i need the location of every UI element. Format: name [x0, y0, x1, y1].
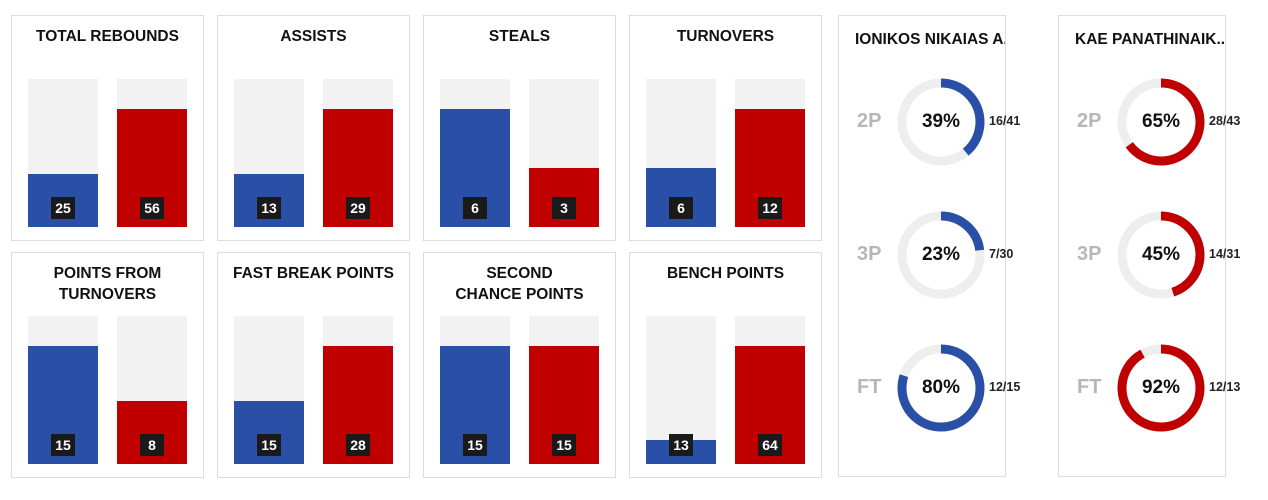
donut-ring [1117, 344, 1205, 432]
away-bar-track: 64 [735, 316, 805, 464]
stat-card: TOTAL REBOUNDS 25 56 [11, 15, 204, 241]
shooting-percentage: 45% [1141, 244, 1181, 265]
shooting-percentage: 92% [1141, 377, 1181, 398]
shot-type-label: 3P [857, 243, 882, 265]
away-bar-track: 29 [323, 79, 393, 227]
shooting-donut: 92% [1116, 343, 1206, 433]
shooting-percentage: 23% [921, 244, 961, 265]
made-attempted: 12/15 [989, 380, 1021, 394]
donut-arc [897, 211, 985, 299]
stat-card: POINTS FROM TURNOVERS 15 8 [11, 252, 204, 478]
shooting-donut: 23% [896, 210, 986, 300]
shot-type-label: 3P [1077, 243, 1102, 265]
away-bar-track: 12 [735, 79, 805, 227]
shooting-percentage: 39% [921, 111, 961, 132]
team-name: KAE PANATHINAIK... [1075, 31, 1225, 48]
bar-value-label: 28 [346, 434, 370, 456]
bar-value-label: 3 [552, 197, 576, 219]
home-bar-track: 6 [646, 79, 716, 227]
shot-type-label: 2P [857, 110, 882, 132]
stat-title: BENCH POINTS [666, 265, 785, 282]
donut-arc [897, 78, 985, 166]
shooting-percentage: 80% [921, 377, 961, 398]
bar-value-label: 56 [140, 197, 164, 219]
home-bar-track: 15 [28, 316, 98, 464]
stat-card: STEALS 6 3 [423, 15, 616, 241]
shot-type-label: 2P [1077, 110, 1102, 132]
shooting-donut: 39% [896, 77, 986, 167]
stat-card: SECOND CHANCE POINTS 15 15 [423, 252, 616, 478]
shot-type-label: FT [1077, 376, 1102, 398]
donut-arc [1117, 344, 1205, 432]
made-attempted: 28/43 [1209, 114, 1241, 128]
stat-card: TURNOVERS 6 12 [629, 15, 822, 241]
donut-ring [897, 344, 985, 432]
donut-ring [897, 78, 985, 166]
made-attempted: 12/13 [1209, 380, 1241, 394]
stat-title: TURNOVERS [676, 28, 775, 45]
bar-value-label: 15 [51, 434, 75, 456]
stat-title: TOTAL REBOUNDS [36, 28, 179, 45]
bar-value-label: 25 [51, 197, 75, 219]
made-attempted: 14/31 [1209, 247, 1241, 261]
away-bar-track: 3 [529, 79, 599, 227]
bar-value-label: 29 [346, 197, 370, 219]
shooting-percentage: 65% [1141, 111, 1181, 132]
bar-value-label: 6 [669, 197, 693, 219]
donut-ring [1117, 78, 1205, 166]
stat-card: FAST BREAK POINTS 15 28 [217, 252, 410, 478]
team-name: IONIKOS NIKAIAS A... [855, 31, 1005, 48]
away-bar-track: 28 [323, 316, 393, 464]
bar-value-label: 12 [758, 197, 782, 219]
stat-title: FAST BREAK POINTS [232, 265, 395, 282]
made-attempted: 16/41 [989, 114, 1021, 128]
stat-title: POINTS FROM TURNOVERS [53, 265, 162, 303]
shooting-donut: 45% [1116, 210, 1206, 300]
bar-value-label: 8 [140, 434, 164, 456]
home-bar-track: 6 [440, 79, 510, 227]
bar-value-label: 6 [463, 197, 487, 219]
bar-value-label: 15 [257, 434, 281, 456]
donut-arc [1117, 78, 1205, 166]
stat-title: STEALS [488, 28, 551, 45]
stat-card: ASSISTS 13 29 [217, 15, 410, 241]
bar-value-label: 64 [758, 434, 782, 456]
donut-ring [897, 211, 985, 299]
made-attempted: 7/30 [989, 247, 1014, 261]
away-bar-track: 15 [529, 316, 599, 464]
donut-arc [1117, 211, 1205, 299]
stat-title: ASSISTS [280, 28, 347, 45]
shooting-donut: 65% [1116, 77, 1206, 167]
donut-ring [1117, 211, 1205, 299]
bar-value-label: 13 [257, 197, 281, 219]
home-shooting-card: IONIKOS NIKAIAS A... 2P 39% 16/41 3P 23% 7/30 F… [838, 15, 1020, 477]
home-bar-track: 15 [440, 316, 510, 464]
stat-card: BENCH POINTS 13 64 [629, 252, 822, 478]
home-bar-track: 25 [28, 79, 98, 227]
bar-value-label: 13 [669, 434, 693, 456]
bar-value-label: 15 [552, 434, 576, 456]
bar-value-label: 15 [463, 434, 487, 456]
donut-arc [897, 344, 985, 432]
stat-title: SECOND CHANCE POINTS [455, 265, 584, 303]
shot-type-label: FT [857, 376, 882, 398]
away-shooting-card: KAE PANATHINAIK... 2P 65% 28/43 3P 45% 14/31 FT… [1058, 15, 1240, 477]
shooting-donut: 80% [896, 343, 986, 433]
away-bar-track: 8 [117, 316, 187, 464]
home-bar-track: 15 [234, 316, 304, 464]
home-bar-track: 13 [234, 79, 304, 227]
home-bar-track: 13 [646, 316, 716, 464]
away-bar-track: 56 [117, 79, 187, 227]
